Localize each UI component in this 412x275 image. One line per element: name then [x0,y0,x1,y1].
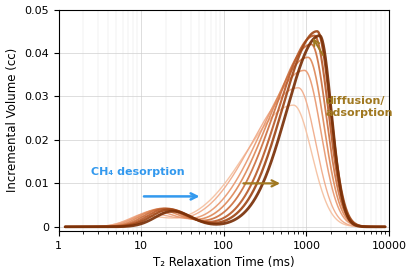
Y-axis label: Incremental Volume (cc): Incremental Volume (cc) [5,48,19,192]
Text: CH₄ desorption: CH₄ desorption [91,167,185,177]
X-axis label: T₂ Relaxation Time (ms): T₂ Relaxation Time (ms) [153,257,295,269]
Text: diffusion/
adsorption: diffusion/ adsorption [325,97,393,118]
